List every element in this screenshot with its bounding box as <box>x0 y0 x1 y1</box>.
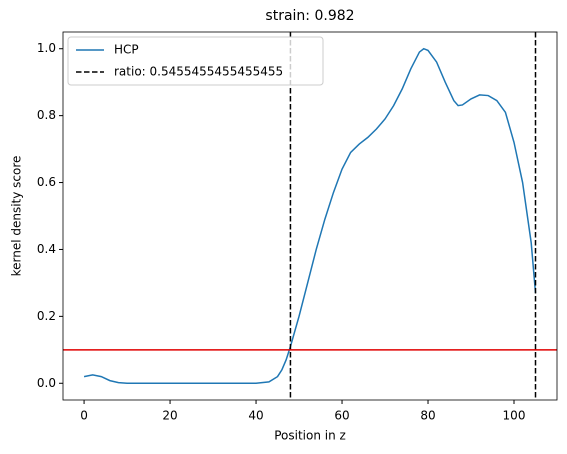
x-tick-label: 0 <box>80 409 88 423</box>
y-tick-label: 0.4 <box>37 242 56 256</box>
x-axis-label: Position in z <box>274 429 346 443</box>
legend-label: ratio: 0.5455455455455455 <box>114 65 283 79</box>
y-tick-label: 0.2 <box>37 309 56 323</box>
chart-title: strain: 0.982 <box>265 8 354 24</box>
x-tick-label: 20 <box>162 409 177 423</box>
legend-box <box>67 36 324 86</box>
y-tick-label: 0.6 <box>37 175 56 189</box>
x-tick-label: 40 <box>248 409 263 423</box>
legend-label: HCP <box>114 43 139 57</box>
x-tick-label: 100 <box>503 409 526 423</box>
y-tick-label: 0.0 <box>37 376 56 390</box>
y-tick-label: 0.8 <box>37 108 56 122</box>
x-tick-label: 60 <box>334 409 349 423</box>
y-axis-label: kernel density score <box>10 156 24 277</box>
x-tick-label: 80 <box>420 409 435 423</box>
plot-frame <box>62 31 558 401</box>
y-tick-label: 1.0 <box>37 41 56 55</box>
data-line <box>83 47 537 385</box>
